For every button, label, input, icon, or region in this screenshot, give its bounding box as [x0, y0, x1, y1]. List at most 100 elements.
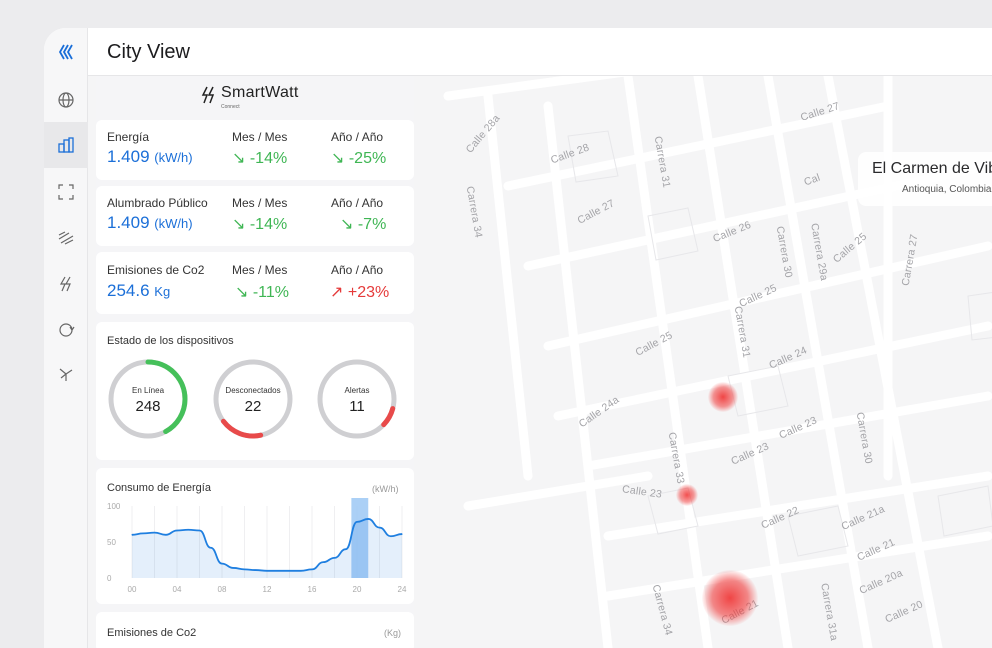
data-point — [266, 570, 268, 572]
page-title: City View — [107, 41, 190, 63]
y-tick-label: 0 — [107, 574, 112, 583]
mom-delta: ↘ -11% — [235, 284, 290, 301]
gauge-label: En Línea — [131, 386, 165, 395]
device-status-title: Estado de los dispositivos — [107, 335, 234, 347]
brand-sub: Connect — [221, 104, 240, 110]
x-tick-label: 16 — [308, 585, 317, 594]
kpi-value: 1.409 (kW/h) — [107, 147, 193, 166]
hotspot-marker[interactable] — [708, 382, 738, 412]
highlight-band — [351, 498, 369, 578]
y-tick-label: 50 — [107, 538, 116, 547]
gauge-disconnected[interactable]: Desconectados 22 — [212, 358, 294, 440]
x-tick-label: 08 — [218, 585, 227, 594]
data-point — [378, 527, 381, 529]
mom-label: Mes / Mes — [232, 130, 288, 144]
series-area — [132, 518, 402, 578]
data-point — [356, 521, 358, 523]
gauge-value: 11 — [349, 398, 365, 415]
data-point — [322, 561, 324, 563]
mom-label: Mes / Mes — [232, 263, 288, 277]
yoy-label: Año / Año — [331, 263, 384, 277]
gauge-alerts-ring — [317, 359, 397, 439]
location-card: El Carmen de Viboral Antioquia, Colombia — [858, 152, 992, 206]
emissions-chart-card[interactable]: Emisiones de Co2 (Kg) — [96, 612, 414, 648]
data-point — [311, 568, 313, 570]
kpi-label: Alumbrado Público — [107, 196, 208, 210]
globe-icon[interactable] — [44, 80, 88, 120]
location-region: Antioquia, Colombia — [902, 184, 992, 195]
location-city: El Carmen de Viboral — [872, 160, 992, 177]
device-status-card: Estado de los dispositivos En Línea 248 … — [96, 322, 414, 460]
yoy-label: Año / Año — [331, 130, 384, 144]
data-point — [345, 548, 347, 550]
data-point — [198, 529, 201, 532]
energy-chart-unit: (kW/h) — [372, 484, 399, 494]
data-point — [176, 529, 178, 532]
energy-icon[interactable] — [44, 264, 88, 304]
kpi-card-emissions[interactable]: Emisiones de Co2 254.6 Kg Mes / Mes ↘ -1… — [96, 252, 414, 314]
x-tick-label: 12 — [263, 585, 272, 594]
kpi-value: 1.409 (kW/h) — [107, 213, 193, 232]
kpi-card-energy[interactable]: Energía 1.409 (kW/h) Mes / Mes ↘ -14% Añ… — [96, 120, 414, 180]
gauge-alerts[interactable]: Alertas 11 — [316, 358, 398, 440]
data-point — [367, 518, 369, 520]
data-point — [221, 563, 223, 565]
data-point — [187, 529, 189, 531]
turbine-icon[interactable] — [44, 354, 88, 394]
gauge-online-ring — [108, 359, 188, 439]
gauge-online[interactable]: En Línea 248 — [107, 358, 189, 440]
gauge-disconnected-ring — [213, 359, 293, 439]
mom-delta: ↘ -14% — [232, 150, 288, 167]
x-tick-label: 04 — [173, 585, 182, 594]
data-point — [300, 570, 302, 572]
buildings-icon[interactable] — [44, 122, 88, 168]
yoy-label: Año / Año — [331, 196, 384, 210]
kpi-card-lighting[interactable]: Alumbrado Público 1.409 (kW/h) Mes / Mes… — [96, 186, 414, 246]
x-tick-label: 24 — [398, 585, 407, 594]
x-tick-label: 00 — [128, 585, 137, 594]
gauge-label: Alertas — [344, 386, 370, 395]
y-tick-label: 100 — [107, 502, 121, 511]
yoy-delta: ↗ +23% — [330, 284, 390, 301]
data-point — [165, 534, 167, 536]
data-point — [390, 535, 392, 537]
data-point — [333, 557, 336, 559]
gauge-online-arc — [108, 359, 188, 439]
gauge-value: 22 — [244, 398, 262, 415]
brand-name: SmartWatt — [221, 84, 299, 101]
hotspot-marker[interactable] — [676, 484, 698, 506]
logo-icon[interactable] — [44, 32, 88, 72]
header: City View — [88, 28, 992, 76]
data-point — [401, 533, 403, 535]
gauge-label: Desconectados — [225, 386, 281, 395]
kpi-label: Energía — [107, 130, 150, 144]
emissions-chart-title: Emisiones de Co2 — [107, 627, 197, 639]
data-point — [210, 547, 212, 549]
data-point — [277, 570, 279, 572]
data-point — [255, 569, 257, 571]
brand: SmartWatt Connect — [201, 84, 299, 110]
energy-chart-title: Consumo de Energía — [107, 482, 211, 494]
sync-icon[interactable] — [44, 310, 88, 350]
gauge-disconnected-arc — [213, 359, 293, 439]
wind-icon[interactable] — [44, 218, 88, 258]
x-tick-label: 20 — [353, 585, 362, 594]
hotspot-marker[interactable] — [702, 570, 758, 626]
emissions-chart-unit: (Kg) — [384, 628, 402, 638]
yoy-delta: ↘ -25% — [331, 150, 387, 167]
data-point — [131, 534, 133, 536]
scan-icon[interactable] — [44, 172, 88, 212]
mom-delta: ↘ -14% — [232, 216, 288, 233]
kpi-value: 254.6 Kg — [107, 281, 171, 300]
data-point — [288, 570, 291, 572]
data-point — [232, 567, 234, 569]
map-roads — [443, 76, 992, 648]
app-window: City View — [44, 28, 992, 648]
mom-label: Mes / Mes — [232, 196, 288, 210]
side-nav — [44, 28, 88, 648]
energy-chart-card[interactable]: Consumo de Energía (kW/h) 100 50 0 00 04 08 12… — [96, 468, 414, 604]
yoy-delta: ↘ -7% — [340, 216, 387, 233]
smartwatt-logo-icon — [201, 86, 215, 104]
gauge-value: 248 — [135, 398, 161, 415]
